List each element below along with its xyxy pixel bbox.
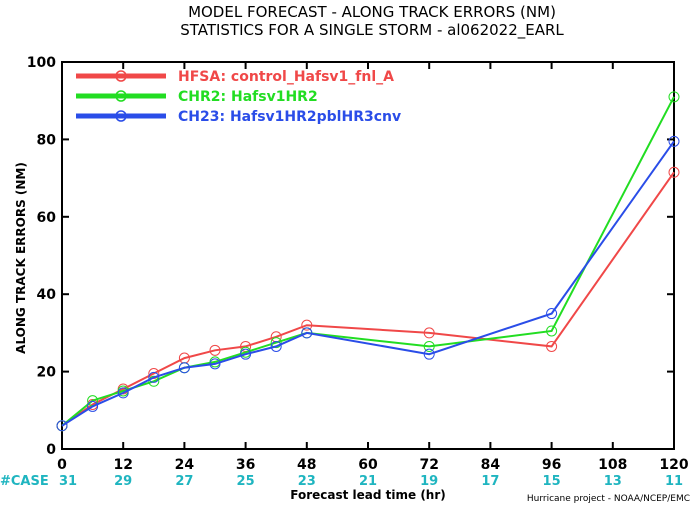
data-point <box>668 135 680 147</box>
case-counts: 31 29 27 25 23 21 19 17 15 13 11 <box>59 474 683 489</box>
data-point <box>546 340 558 352</box>
case-count: 17 <box>481 474 499 489</box>
x-tick-label: 12 <box>113 457 132 473</box>
x-tick-label: 60 <box>358 457 378 473</box>
y-axis-label: ALONG TRACK ERRORS (NM) <box>14 162 28 354</box>
legend-marker <box>115 90 127 102</box>
x-tick-label: 0 <box>57 457 67 473</box>
legend-label: HFSA: control_Hafsv1_fnl_A <box>178 69 394 85</box>
x-tick-label: 36 <box>236 457 255 473</box>
series-layer <box>56 91 680 432</box>
data-point <box>148 375 160 387</box>
x-tick-label: 120 <box>659 457 688 473</box>
data-point <box>56 420 68 432</box>
data-point <box>240 348 252 360</box>
data-point <box>148 368 160 380</box>
case-count: 27 <box>175 474 193 489</box>
data-point <box>209 358 221 370</box>
x-tick-label: 108 <box>598 457 627 473</box>
case-count: 23 <box>298 474 316 489</box>
data-point <box>668 166 680 178</box>
data-point <box>546 325 558 337</box>
series-line-2 <box>61 140 675 427</box>
y-tick-label: 0 <box>46 442 56 458</box>
chart-subtitle: STATISTICS FOR A SINGLE STORM - al062022… <box>180 21 564 40</box>
credit-text: Hurricane project - NOAA/NCEP/EMC <box>527 494 690 504</box>
legend-marker <box>115 70 127 82</box>
y-tick-label: 100 <box>27 55 56 71</box>
data-point <box>178 362 190 374</box>
case-count: 29 <box>114 474 132 489</box>
legend-marker <box>115 110 127 122</box>
data-point <box>270 340 282 352</box>
legend-label: CHR2: Hafsv1HR2 <box>178 89 318 105</box>
x-tick-label: 24 <box>175 457 195 473</box>
y-tick-label: 20 <box>37 365 57 381</box>
x-tick-label: 72 <box>419 457 438 473</box>
x-axis-label: Forecast lead time (hr) <box>290 488 446 502</box>
data-point <box>301 319 313 331</box>
data-point <box>209 344 221 356</box>
case-count: 13 <box>604 474 622 489</box>
x-tick-label: 84 <box>481 457 501 473</box>
data-point <box>87 400 99 412</box>
y-tick-label: 80 <box>37 132 57 148</box>
x-axis: 0 12 24 36 48 60 72 84 96 108 120 <box>57 62 689 473</box>
case-count: 19 <box>420 474 438 489</box>
legend-label: CH23: Hafsv1HR2pblHR3cnv <box>178 109 401 125</box>
x-tick-label: 96 <box>542 457 561 473</box>
case-count: 21 <box>359 474 377 489</box>
case-count: 25 <box>237 474 255 489</box>
x-tick-label: 48 <box>297 457 316 473</box>
data-point <box>423 340 435 352</box>
data-point <box>117 387 129 399</box>
chart-title: MODEL FORECAST - ALONG TRACK ERRORS (NM) <box>188 3 556 21</box>
data-point <box>301 327 313 339</box>
case-label: #CASE <box>0 474 49 489</box>
series-line-0 <box>61 171 675 427</box>
y-axis: 0 20 40 60 80 100 <box>27 55 674 458</box>
data-point <box>423 327 435 339</box>
data-point <box>423 348 435 360</box>
data-point <box>148 371 160 383</box>
case-count: 31 <box>59 474 77 489</box>
data-point <box>668 91 680 103</box>
data-point <box>546 308 558 320</box>
data-point <box>270 337 282 349</box>
y-tick-label: 60 <box>37 210 57 226</box>
plot-area: 0 20 40 60 80 100 0 12 24 36 48 60 72 84 96 108 120 <box>27 55 689 473</box>
case-count: 15 <box>543 474 561 489</box>
legend: HFSA: control_Hafsv1_fnl_A CHR2: Hafsv1HR… <box>76 69 401 125</box>
y-tick-label: 40 <box>37 287 57 303</box>
case-count: 11 <box>665 474 683 489</box>
